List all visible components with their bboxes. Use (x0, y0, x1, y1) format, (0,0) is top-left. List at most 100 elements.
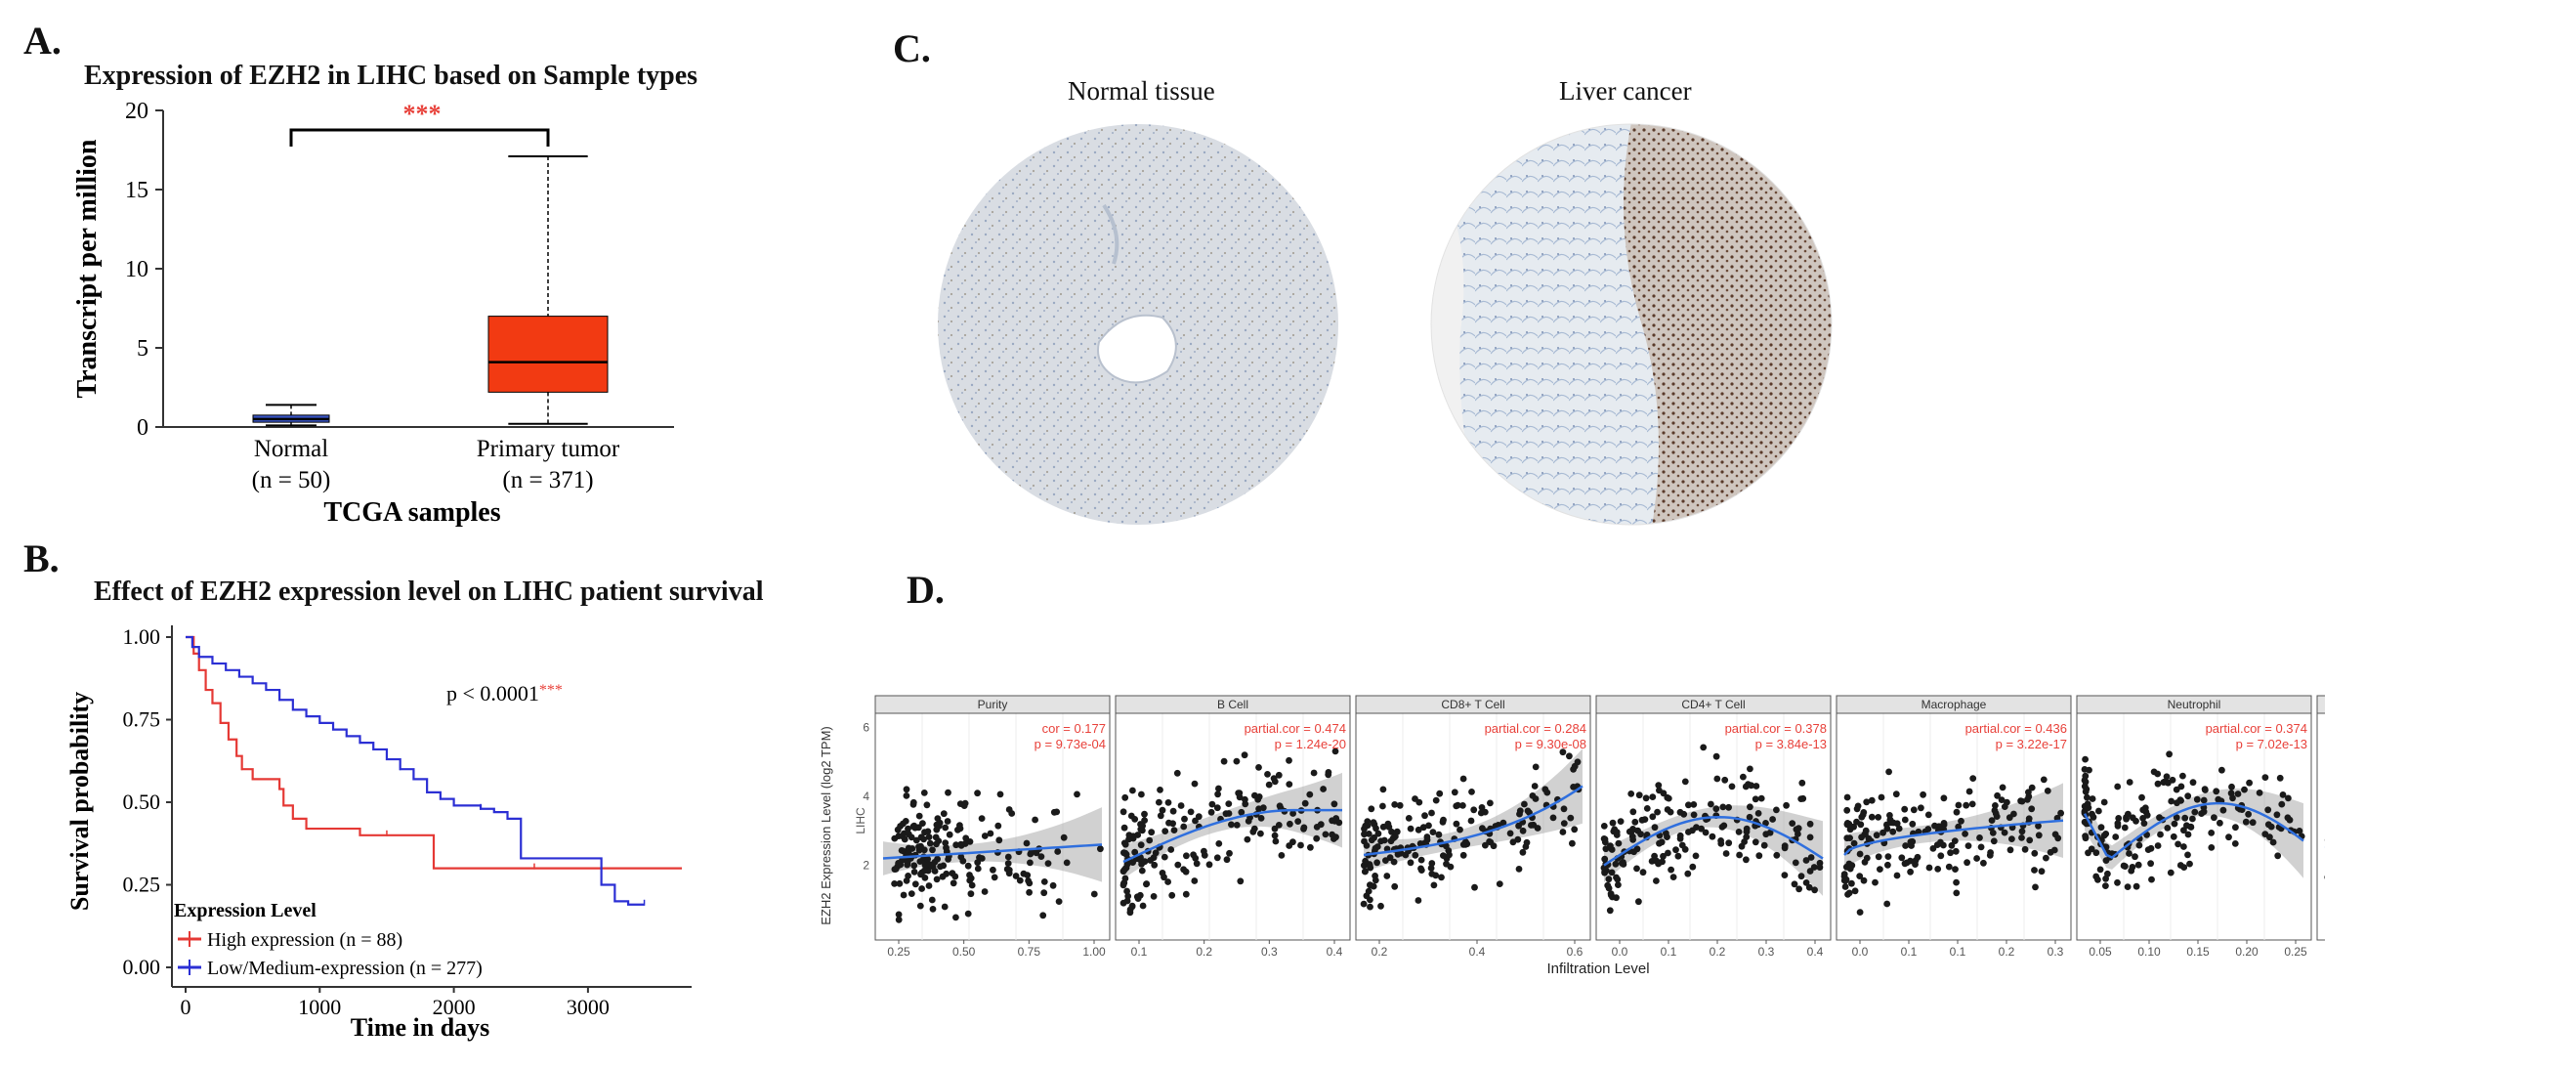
scatter-point (2092, 849, 2100, 857)
scatter-point (1297, 841, 1304, 849)
scatter-point (1119, 808, 1127, 816)
scatter-point (2242, 818, 2250, 826)
scatter-point (1487, 799, 1494, 807)
scatter-point (892, 866, 900, 873)
scatter-point (1574, 758, 1582, 766)
scatter-point (1134, 832, 1142, 838)
facet-strip (2076, 695, 2312, 714)
facet-strip (1595, 695, 1832, 714)
scatter-point (1119, 899, 1127, 907)
scatter-point (1402, 851, 1410, 859)
scatter-point (2246, 779, 2253, 787)
scatter-point (1516, 807, 1524, 815)
scatter-point (1428, 860, 1436, 867)
scatter-point (1745, 781, 1752, 788)
scatter-point (2189, 779, 2197, 787)
scatter-point (1275, 771, 1283, 779)
scatter-point (2121, 824, 2129, 832)
scatter-point (974, 790, 981, 797)
loess-curve (1843, 819, 2064, 856)
scatter-point (2134, 861, 2142, 869)
scatter-point (991, 874, 998, 881)
scatter-point (1689, 863, 1697, 871)
scatter-point (1853, 805, 1861, 813)
scatter-point (1515, 822, 1522, 830)
scatter-point (1802, 879, 1810, 886)
scatter-point (1859, 811, 1867, 819)
scatter-point (1120, 866, 1128, 874)
scatter-point (1467, 817, 1475, 825)
scatter-point (1331, 748, 1339, 755)
scatter-point (1383, 873, 1391, 879)
scatter-point (1049, 881, 1057, 889)
scatter-point (1639, 869, 1647, 876)
scatter-point (1613, 874, 1620, 881)
legend-high: High expression (n = 88) (207, 929, 402, 951)
scatter-point (1276, 802, 1284, 810)
scatter-point (1840, 873, 1848, 880)
scatter-point (946, 831, 953, 838)
significance-stars: *** (403, 100, 442, 128)
scatter-point (1320, 786, 1327, 792)
scatter-point (1379, 802, 1386, 810)
scatter-point (1138, 867, 1146, 875)
scatter-point (2028, 784, 2036, 791)
facet-strip (1836, 695, 2072, 714)
scatter-point (2138, 793, 2145, 801)
scatter-point (2171, 820, 2178, 828)
pvalue-text: p < 0.0001*** (446, 681, 563, 705)
scatter-point (2285, 794, 2292, 802)
scatter-point (1902, 842, 1909, 849)
scatter-point (921, 861, 929, 869)
scatter-point (974, 859, 982, 867)
facet-xtick-label: 0.25 (887, 945, 910, 959)
scatter-point (895, 916, 903, 923)
scatter-point (1286, 781, 1293, 788)
scatter-point (1633, 865, 1640, 873)
scatter-point (1914, 853, 1921, 861)
scatter-point (1482, 841, 1489, 849)
scatter-point (1529, 792, 1537, 799)
scatter-point (1656, 839, 1663, 847)
scatter-point (1964, 859, 1970, 867)
scatter-point (957, 853, 965, 861)
scatter-point (1471, 883, 1478, 891)
scatter-point (1653, 877, 1660, 884)
scatter-point (974, 865, 982, 873)
scatter-point (1685, 801, 1692, 809)
scatter-point (908, 890, 915, 897)
facet-strip-label: Neutrophil (2168, 698, 2221, 711)
scatter-point (1531, 783, 1539, 790)
scatter-point (1610, 828, 1618, 835)
scatter-point (1698, 825, 1705, 833)
scatter-point (964, 910, 972, 918)
scatter-point (1208, 800, 1216, 808)
scatter-point (2215, 795, 2222, 803)
scatter-point (1712, 752, 1720, 760)
scatter-point (917, 871, 924, 878)
scatter-point (964, 862, 972, 870)
scatter-point (1300, 824, 1308, 832)
scatter-point (903, 786, 910, 793)
facet-xtick-label: 0.75 (1018, 945, 1041, 959)
facet-strip (1355, 695, 1591, 714)
scatter-point (2219, 806, 2227, 814)
scatter-point (905, 825, 911, 833)
scatter-point (925, 833, 933, 840)
panel-b-xlabel: Time in days (351, 1013, 490, 1042)
scatter-point (1392, 833, 1399, 840)
scatter-point (910, 869, 918, 876)
liver-cancer-label: Liver cancer (1559, 76, 1692, 106)
scatter-point (928, 896, 936, 904)
scatter-point (1920, 790, 1926, 798)
scatter-point (1918, 804, 1924, 812)
scatter-point (1365, 831, 1372, 837)
d-ytick-label: 2 (863, 859, 869, 873)
scatter-point (1063, 859, 1071, 867)
scatter-point (1394, 851, 1402, 858)
scatter-point (1620, 861, 1627, 868)
scatter-point (1459, 840, 1467, 848)
scatter-point (2043, 854, 2049, 862)
scatter-point (1909, 837, 1917, 845)
